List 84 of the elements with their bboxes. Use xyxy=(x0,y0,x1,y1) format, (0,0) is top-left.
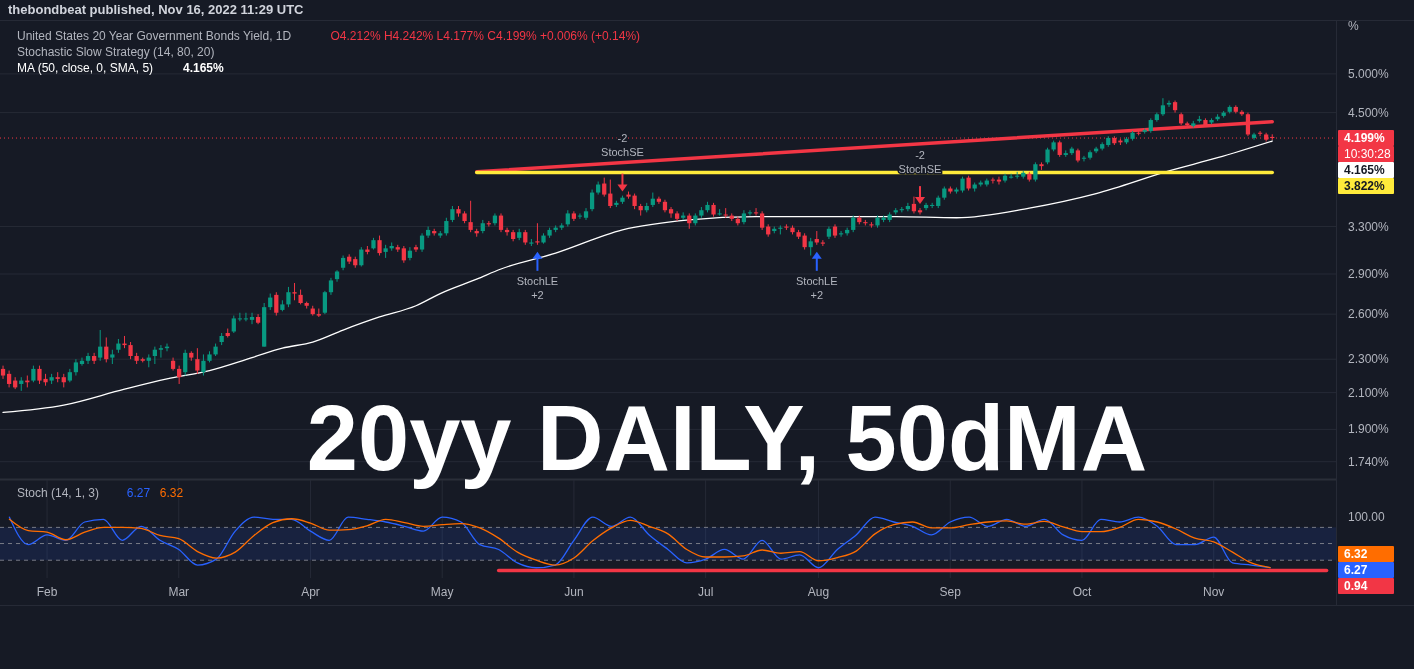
candlestick xyxy=(195,347,200,375)
candlestick xyxy=(359,246,364,268)
text: 10:30:28 xyxy=(1344,147,1392,162)
candlestick xyxy=(274,291,279,317)
candlestick xyxy=(98,329,103,362)
candlestick xyxy=(820,239,825,247)
candlestick xyxy=(158,344,164,359)
candlestick xyxy=(577,212,583,220)
candlestick xyxy=(201,353,206,377)
candlestick xyxy=(602,177,607,198)
candlestick xyxy=(0,365,6,380)
candlestick xyxy=(249,312,255,325)
annotation: 20yy DAILY, 50dMA xyxy=(306,387,1148,489)
annotation: 4.165% xyxy=(183,61,225,75)
text: 6.27 xyxy=(126,486,151,500)
y-tick-label: 2.900% xyxy=(1348,267,1390,282)
candlestick xyxy=(760,210,765,231)
candlestick xyxy=(1081,155,1087,162)
y-tick-label: 1.900% xyxy=(1348,422,1390,437)
y-tick-label: 3.300% xyxy=(1348,219,1390,234)
candlestick xyxy=(905,202,910,212)
candlestick xyxy=(996,176,1002,186)
candlestick xyxy=(237,312,242,322)
x-tick-label: Jun xyxy=(564,585,584,599)
candlestick xyxy=(85,352,91,365)
annotation: StochLE +2 xyxy=(795,274,838,301)
annotation: -2 StochSE xyxy=(601,131,644,158)
candlestick xyxy=(183,349,188,377)
y-axis-title: % xyxy=(1348,19,1359,33)
candlestick xyxy=(589,189,595,212)
candlestick xyxy=(1008,173,1014,180)
candlestick xyxy=(177,365,182,385)
candlestick xyxy=(322,290,328,315)
candlestick xyxy=(419,232,425,253)
candlestick xyxy=(426,226,431,239)
candlestick xyxy=(717,208,722,217)
ref-line-label: 4.199% xyxy=(1344,131,1386,146)
candlestick xyxy=(286,286,291,308)
candlestick xyxy=(413,244,419,253)
annotation: Stochastic Slow Strategy (14, 80, 20) xyxy=(17,45,215,59)
candlestick xyxy=(243,312,249,322)
candlestick xyxy=(911,196,917,214)
y-tick-label: 2.300% xyxy=(1348,352,1390,367)
y-tick-label: 2.100% xyxy=(1348,385,1390,400)
text: 6.27 xyxy=(1344,563,1368,577)
candlestick xyxy=(535,222,540,246)
candlestick xyxy=(377,235,382,256)
candlestick xyxy=(656,196,662,205)
x-tick-label: May xyxy=(430,585,454,599)
candlestick xyxy=(1160,97,1166,117)
text: thebondbeat published, Nov 16, 2022 11:29 UTC xyxy=(8,2,305,17)
x-tick-label: Aug xyxy=(807,585,830,599)
y-tick-label: 2.600% xyxy=(1348,307,1390,322)
text: 4.165% xyxy=(1344,163,1385,178)
y-tick-label: 4.500% xyxy=(1348,105,1390,120)
x-tick-label: Sep xyxy=(939,585,962,599)
text: 100.00 xyxy=(1348,510,1386,525)
x-tick-label: Nov xyxy=(1203,585,1225,599)
candlestick xyxy=(104,336,109,363)
candlestick xyxy=(407,246,413,261)
candlestick xyxy=(990,177,996,185)
text: 0.94 xyxy=(1344,579,1368,593)
chart-title: Stoch (14, 1, 3) xyxy=(17,486,100,500)
text: United States 20 Year Government Bonds Yield, 1D xyxy=(17,29,292,43)
candlestick xyxy=(608,179,613,209)
candlestick xyxy=(1033,161,1038,183)
x-tick-label: Feb xyxy=(36,585,58,599)
x-tick-label: Oct xyxy=(1072,585,1092,599)
candlestick xyxy=(498,212,504,233)
candlestick xyxy=(1166,100,1172,108)
y-tick-label: 5.000% xyxy=(1348,66,1390,81)
x-tick-label: Apr xyxy=(301,585,320,599)
x-tick-label: Mar xyxy=(168,585,190,599)
text: 6.32 xyxy=(159,486,184,500)
text: 6.32 xyxy=(1344,547,1368,561)
annotation: StochLE +2 xyxy=(516,274,559,301)
text: MA (50, close, 0, SMA, 5) xyxy=(17,61,154,75)
candlestick xyxy=(92,352,97,365)
candlestick xyxy=(923,202,929,211)
y-tick-label: 1.740% xyxy=(1348,454,1390,469)
x-tick-label: Jul xyxy=(697,585,714,599)
annotation: O4.212% H4.242% L4.177% C4.199% +0.006% (+0.14%) xyxy=(330,29,641,43)
candlestick xyxy=(468,200,473,233)
text: 3.822% xyxy=(1344,179,1386,194)
